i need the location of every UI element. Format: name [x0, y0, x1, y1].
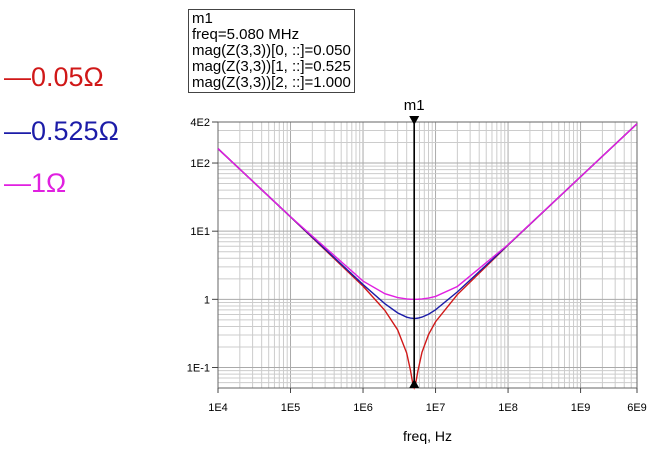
x-axis-label: freq, Hz: [403, 428, 452, 444]
legend-item-0.05-ohm: —0.05Ω: [4, 64, 104, 91]
marker-line: m1: [192, 10, 213, 27]
series-line-2: [217, 123, 638, 301]
marker-line: freq=5.080 MHz: [192, 26, 300, 43]
x-tick-label: 1E7: [426, 402, 446, 414]
marker-top-triangle-icon: [409, 116, 420, 125]
y-tick-label: 1: [204, 294, 210, 306]
plot-frame: [217, 121, 638, 389]
legend-label: —0.05Ω: [4, 62, 104, 92]
y-tick-label: 1E1: [190, 226, 210, 238]
x-tick-label: 1E5: [281, 402, 301, 414]
legend-item-0.525-ohm: —0.525Ω: [4, 118, 119, 145]
legend-label: —0.525Ω: [4, 116, 119, 146]
legend-item-1-ohm: —1Ω: [4, 170, 66, 197]
y-tick-label: 4E2: [190, 117, 210, 129]
x-tick-label: 1E8: [498, 402, 518, 414]
marker-line: mag(Z(3,3))[1, ::]=0.525: [192, 58, 351, 75]
legend-label: —1Ω: [4, 168, 67, 198]
marker-line: mag(Z(3,3))[0, ::]=0.050: [192, 42, 351, 59]
x-tick-label: 1E9: [571, 402, 591, 414]
marker-readout-box: m1 freq=5.080 MHz mag(Z(3,3))[0, ::]=0.0…: [188, 9, 355, 93]
marker-label: m1: [404, 97, 425, 114]
y-tick-label: 1E-1: [187, 362, 210, 374]
marker-line: mag(Z(3,3))[2, ::]=1.000: [192, 74, 351, 91]
marker-bottom-triangle-icon: [409, 379, 420, 388]
x-tick-label: 1E4: [208, 402, 228, 414]
x-tick-label: 6E9: [627, 402, 647, 414]
x-tick-label: 1E6: [353, 402, 373, 414]
y-tick-label: 1E2: [190, 158, 210, 170]
series-line-1: [217, 123, 638, 320]
